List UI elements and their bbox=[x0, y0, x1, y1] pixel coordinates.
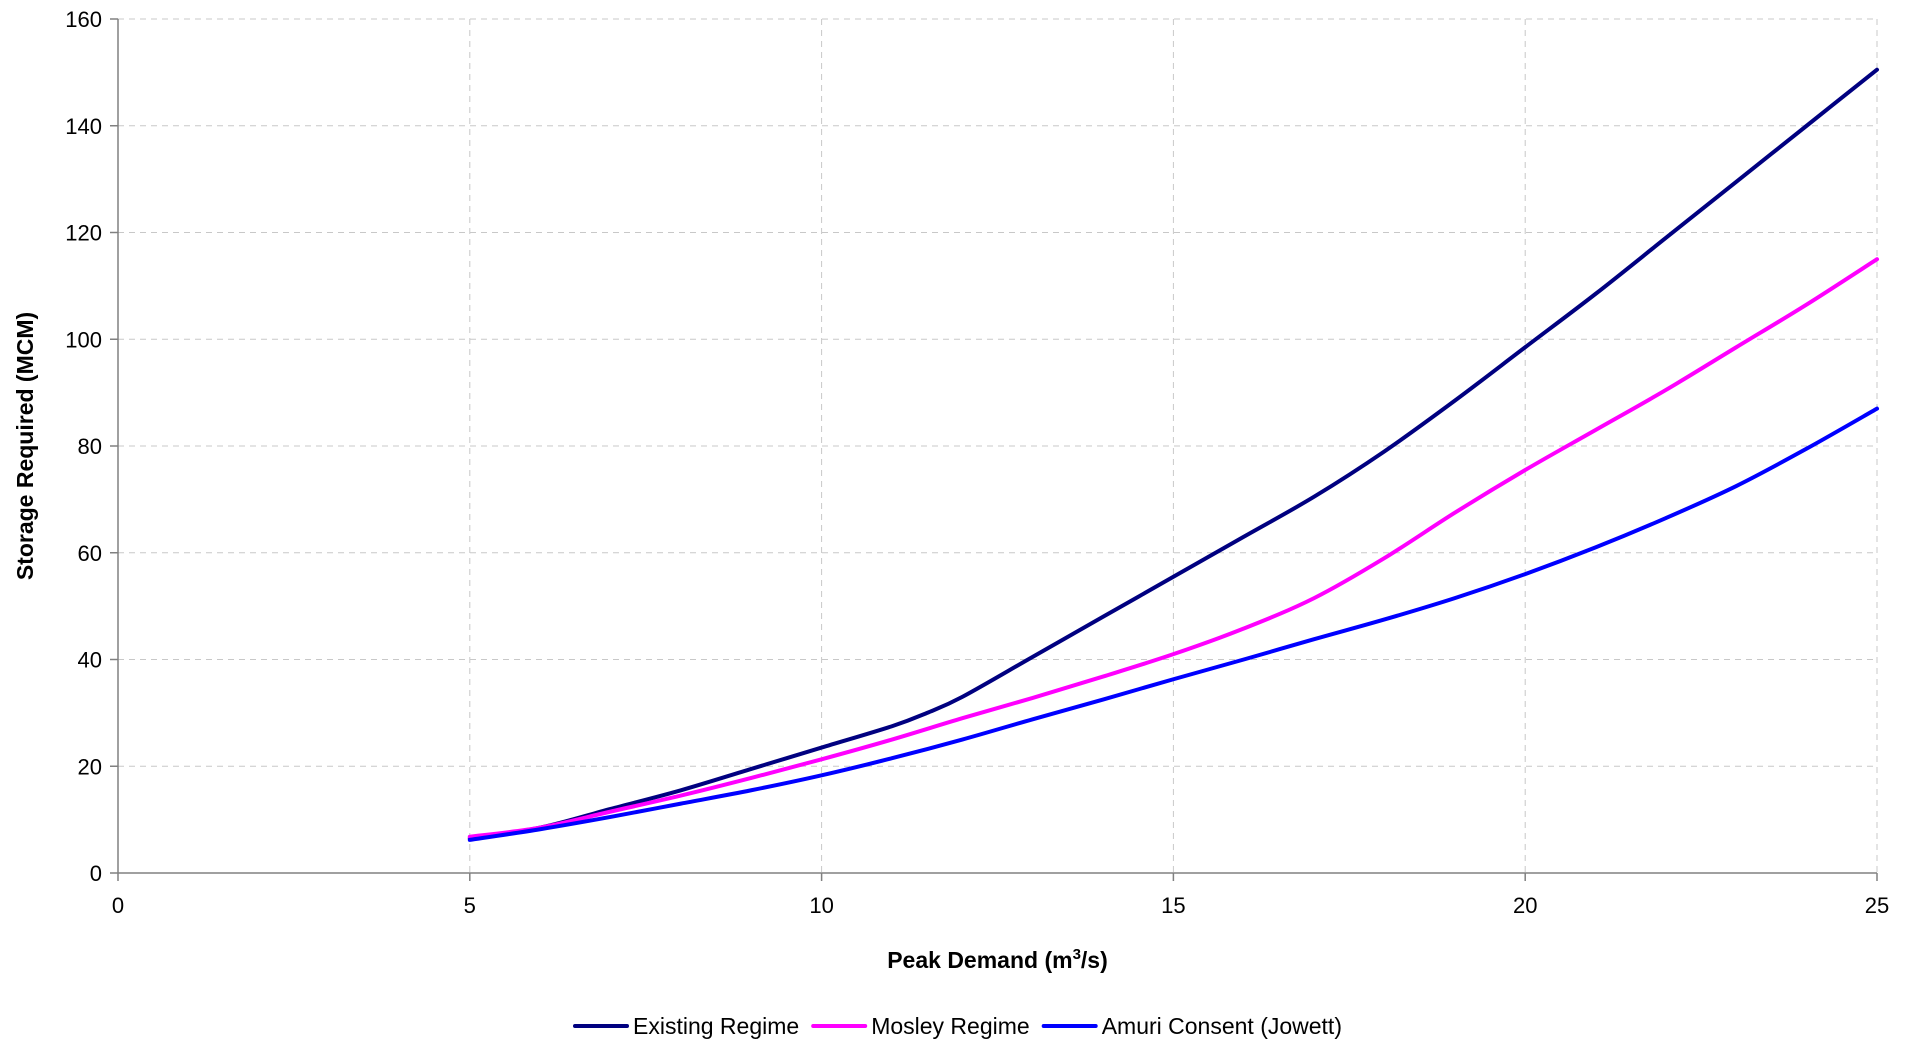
grid-lines bbox=[118, 18, 1878, 873]
axes bbox=[117, 19, 1877, 874]
y-tick-label: 0 bbox=[90, 861, 102, 886]
legend-label: Existing Regime bbox=[633, 1013, 799, 1039]
legend-label: Amuri Consent (Jowett) bbox=[1102, 1013, 1342, 1039]
tick-marks bbox=[110, 18, 1878, 881]
x-axis-title-superscript: 3 bbox=[1073, 946, 1081, 963]
y-tick-label: 120 bbox=[65, 221, 102, 246]
series-line-existing-regime bbox=[467, 67, 1879, 841]
y-tick-label: 100 bbox=[65, 327, 102, 352]
x-tick-label: 25 bbox=[1865, 893, 1889, 918]
x-axis-title-main: Peak Demand (m bbox=[887, 947, 1072, 973]
series-line-amuri-consent-jowett bbox=[467, 406, 1879, 842]
x-tick-label: 0 bbox=[112, 893, 124, 918]
legend-item-existing-regime: Existing Regime bbox=[573, 1013, 799, 1039]
series-lines bbox=[467, 67, 1879, 842]
tick-labels: 0 5 10 15 20 25 0 20 40 60 80 100 120 140 160 bbox=[65, 7, 1889, 918]
x-tick-label: 20 bbox=[1513, 893, 1537, 918]
y-tick-label: 140 bbox=[65, 114, 102, 139]
legend-label: Mosley Regime bbox=[871, 1013, 1030, 1039]
x-tick-label: 15 bbox=[1161, 893, 1185, 918]
series-line-mosley-regime bbox=[467, 257, 1879, 839]
y-tick-label: 160 bbox=[65, 7, 102, 32]
legend: Existing Regime Mosley Regime Amuri Consen… bbox=[573, 1013, 1342, 1039]
x-axis-title-tail: /s) bbox=[1081, 947, 1108, 973]
y-tick-label: 20 bbox=[78, 754, 102, 779]
y-tick-label: 80 bbox=[78, 434, 102, 459]
y-tick-label: 40 bbox=[78, 648, 102, 673]
x-tick-label: 10 bbox=[809, 893, 833, 918]
legend-item-amuri-consent-jowett: Amuri Consent (Jowett) bbox=[1041, 1013, 1342, 1039]
legend-item-mosley-regime: Mosley Regime bbox=[811, 1013, 1030, 1039]
y-axis-title: Storage Required (MCM) bbox=[12, 312, 38, 580]
y-tick-label: 60 bbox=[78, 541, 102, 566]
x-axis-title: Peak Demand (m3/s) bbox=[887, 946, 1108, 973]
x-tick-label: 5 bbox=[464, 893, 476, 918]
